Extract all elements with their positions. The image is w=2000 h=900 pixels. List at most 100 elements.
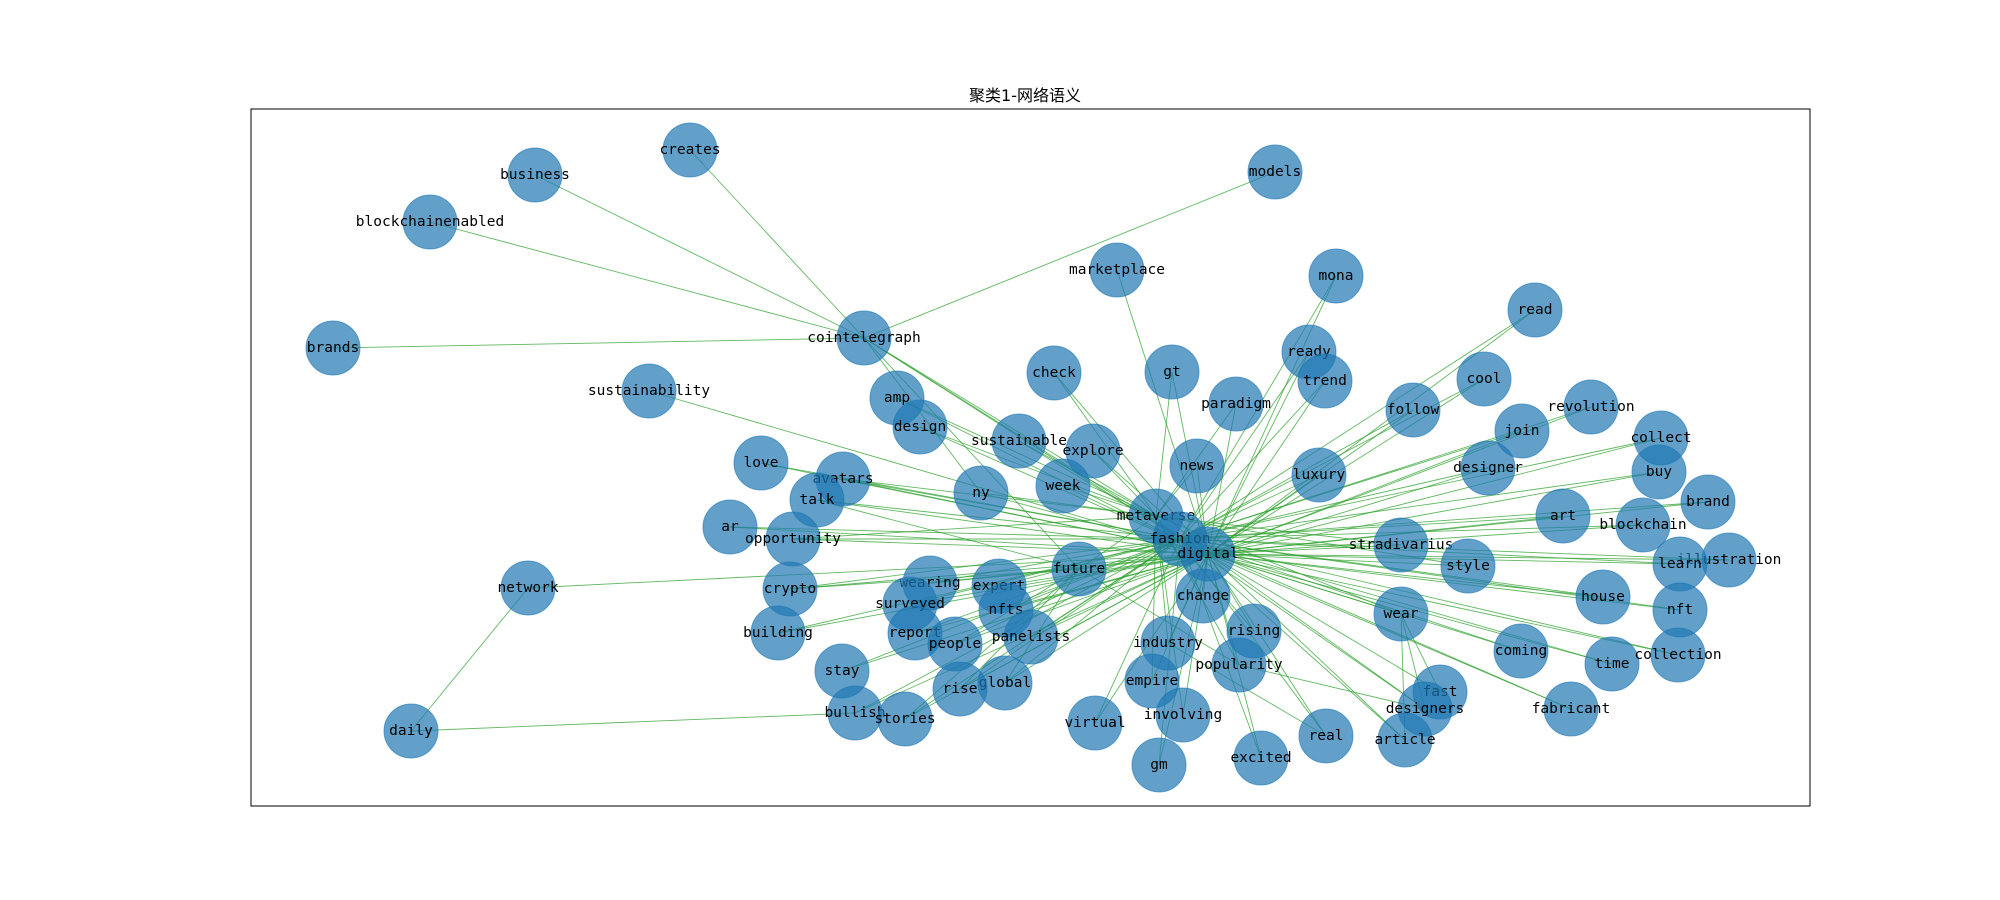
node-time: time bbox=[1584, 636, 1640, 692]
node-label: designer bbox=[1453, 460, 1523, 476]
node-label: building bbox=[743, 625, 813, 641]
node-circle bbox=[877, 691, 933, 747]
edge-opportunity-digital bbox=[792, 538, 1209, 555]
node-label: article bbox=[1374, 732, 1435, 748]
node-circle bbox=[1155, 687, 1211, 743]
node-house: house bbox=[1575, 569, 1631, 625]
node-circle bbox=[383, 703, 439, 759]
node-circle bbox=[1440, 538, 1496, 594]
node-collection: collection bbox=[1634, 627, 1722, 683]
node-rise: rise bbox=[932, 661, 988, 717]
node-circle bbox=[1615, 497, 1671, 553]
node-label: business bbox=[500, 167, 570, 183]
node-mona: mona bbox=[1308, 248, 1364, 304]
node-label: involving bbox=[1144, 707, 1223, 723]
edge-article-digital bbox=[1207, 553, 1406, 741]
node-art: art bbox=[1535, 488, 1591, 544]
node-cool: cool bbox=[1456, 351, 1512, 407]
node-circle bbox=[507, 147, 563, 203]
node-news: news bbox=[1169, 438, 1225, 494]
node-change: change bbox=[1175, 568, 1231, 624]
node-circle bbox=[932, 661, 988, 717]
node-circle bbox=[1456, 351, 1512, 407]
node-label: empire bbox=[1126, 673, 1178, 689]
node-circle bbox=[1373, 586, 1429, 642]
node-circle bbox=[1067, 695, 1123, 751]
edge-design-metaverse bbox=[919, 426, 1157, 517]
node-label: opportunity bbox=[745, 531, 841, 547]
node-circle bbox=[1460, 440, 1516, 496]
edge-designer-digital bbox=[1207, 467, 1489, 555]
node-label: art bbox=[1550, 508, 1576, 524]
node-week: week bbox=[1035, 458, 1091, 514]
node-wear: wear bbox=[1373, 586, 1429, 642]
node-business: business bbox=[500, 147, 570, 203]
edge-fast-digital bbox=[1207, 553, 1441, 693]
node-label: cointelegraph bbox=[807, 330, 921, 346]
node-label: daily bbox=[389, 723, 433, 739]
node-network: network bbox=[497, 560, 559, 616]
node-circle bbox=[1575, 569, 1631, 625]
node-label: sustainability bbox=[588, 383, 710, 399]
node-join: join bbox=[1494, 403, 1550, 459]
edge-cointelegraph-models bbox=[863, 171, 1276, 339]
node-circle bbox=[1291, 447, 1347, 503]
node-label: luxury bbox=[1293, 467, 1346, 483]
node-excited: excited bbox=[1230, 730, 1292, 786]
node-crypto: crypto bbox=[762, 561, 818, 617]
node-global: global bbox=[977, 655, 1033, 711]
node-circle bbox=[892, 399, 948, 455]
node-ny: ny bbox=[953, 465, 1009, 521]
node-label: models bbox=[1249, 164, 1301, 180]
node-circle bbox=[1584, 636, 1640, 692]
edge-talk-digital bbox=[816, 499, 1209, 555]
node-blockchain: blockchain bbox=[1599, 497, 1687, 553]
node-designer: designer bbox=[1453, 440, 1523, 496]
node-bullish: bullish bbox=[824, 685, 886, 741]
edge-avatars-fashion bbox=[842, 478, 1181, 540]
node-circle bbox=[1026, 345, 1082, 401]
edge-collect-fashion bbox=[1179, 437, 1662, 540]
node-label: love bbox=[744, 455, 779, 471]
node-stay: stay bbox=[814, 643, 870, 699]
node-label: real bbox=[1309, 728, 1344, 744]
node-label: nfts bbox=[989, 602, 1024, 618]
node-label: stories bbox=[874, 711, 935, 727]
node-love: love bbox=[733, 435, 789, 491]
node-label: collection bbox=[1634, 647, 1721, 663]
node-label: blockchainenabled bbox=[356, 214, 504, 230]
node-gt: gt bbox=[1144, 344, 1200, 400]
node-coming: coming bbox=[1493, 623, 1549, 679]
node-label: news bbox=[1180, 458, 1215, 474]
node-circle bbox=[953, 465, 1009, 521]
node-label: design bbox=[894, 419, 946, 435]
node-circle bbox=[1169, 438, 1225, 494]
plot-frame bbox=[250, 108, 1811, 807]
node-circle bbox=[1297, 353, 1353, 409]
node-building: building bbox=[743, 605, 813, 661]
node-label: rising bbox=[1228, 623, 1280, 639]
node-blockchainenabled: blockchainenabled bbox=[356, 194, 504, 250]
node-label: gm bbox=[1150, 757, 1168, 773]
node-circle bbox=[1233, 730, 1289, 786]
node-label: buy bbox=[1646, 464, 1672, 480]
node-design: design bbox=[892, 399, 948, 455]
edge-read-fashion bbox=[1179, 309, 1536, 540]
node-virtual: virtual bbox=[1064, 695, 1126, 751]
node-label: follow bbox=[1387, 402, 1440, 418]
node-follow: follow bbox=[1385, 382, 1441, 438]
node-label: panelists bbox=[992, 629, 1071, 645]
node-label: industry bbox=[1133, 635, 1203, 651]
node-circle bbox=[1035, 458, 1091, 514]
node-circle bbox=[1051, 541, 1107, 597]
node-label: marketplace bbox=[1069, 262, 1165, 278]
node-stories: stories bbox=[874, 691, 936, 747]
edge-popularity-designers bbox=[1238, 664, 1426, 710]
edge-collect-digital bbox=[1207, 437, 1662, 555]
node-future: future bbox=[1051, 541, 1107, 597]
node-digital: digital bbox=[1177, 526, 1239, 582]
node-involving: involving bbox=[1144, 687, 1223, 743]
node-cointelegraph: cointelegraph bbox=[807, 310, 921, 366]
edge-talk-future bbox=[816, 499, 1080, 570]
